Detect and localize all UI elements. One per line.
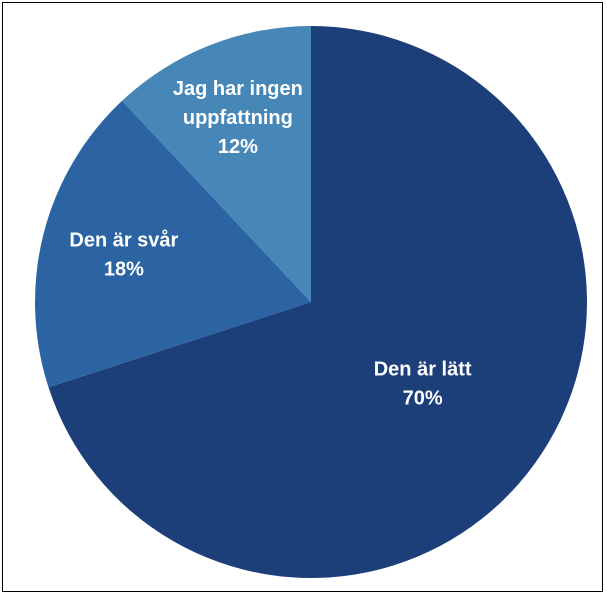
slice-label: Den är svår 18% — [69, 228, 178, 280]
pie-slice — [48, 26, 587, 579]
slice-value-label: 70% — [403, 388, 443, 410]
pie-slice — [122, 26, 311, 302]
slice-label: Den är lätt 70% — [374, 359, 472, 410]
slice-value-label: 12% — [218, 136, 258, 158]
pie-slices — [34, 26, 587, 579]
pie-labels: Den är lätt 70% Den är svår 18% Jag har inge… — [69, 78, 471, 409]
slice-category-label: uppfattning — [183, 107, 293, 129]
slice-label: Jag har ingen uppfattning 12% — [173, 78, 303, 158]
slice-category-label: Den är svår — [69, 228, 178, 251]
slice-category-label: Den är lätt — [374, 359, 472, 381]
slice-value-label: 18% — [104, 258, 144, 280]
slice-category-label: Jag har ingen — [173, 78, 303, 100]
pie-slice — [34, 100, 311, 388]
